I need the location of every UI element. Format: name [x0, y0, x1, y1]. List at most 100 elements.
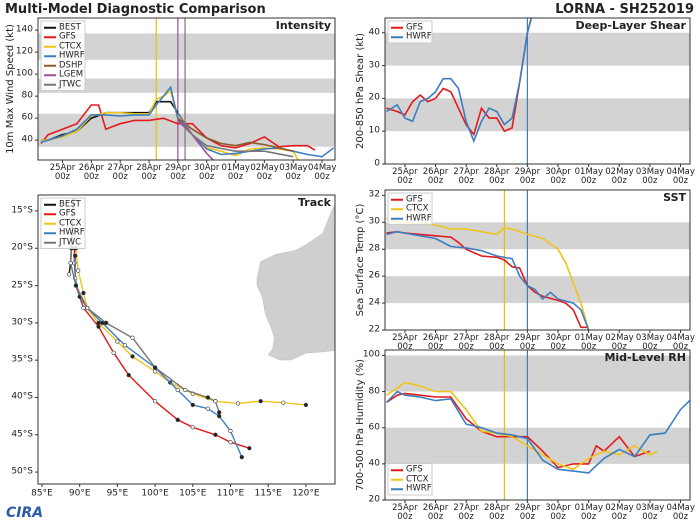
plot-area [385, 350, 690, 500]
legend-label: CTCX [59, 218, 82, 229]
band [38, 33, 335, 60]
y-tick-label: 100 [362, 349, 380, 360]
track-point [96, 324, 101, 329]
track-point [205, 395, 210, 400]
y-tick-label: 24 [368, 297, 380, 308]
track-point [115, 339, 120, 344]
legend-label: BEST [59, 22, 81, 33]
y-tick-label: 60 [21, 112, 33, 123]
x-tick-label: 01May 00z [574, 503, 604, 522]
band [385, 276, 690, 304]
series-line [40, 89, 299, 160]
track-point [213, 399, 218, 404]
land [256, 203, 336, 361]
x-tick-label: 02May 00z [605, 333, 634, 352]
x-tick-label: 04May 00z [666, 167, 695, 186]
y-tick-label: 40 [368, 458, 380, 469]
y-tick-label: 45°S [11, 429, 33, 440]
series-line [385, 390, 690, 474]
track-point [81, 290, 86, 296]
y-axis-label: 10m Max Wind Speed (kt) [4, 24, 16, 154]
y-tick-label: 80 [368, 385, 380, 396]
x-tick-label: 29Apr 00z [165, 163, 191, 182]
band [385, 355, 690, 392]
x-tick-label: 27Apr 00z [453, 503, 479, 522]
y-tick-label: 140 [15, 24, 33, 35]
series-line [386, 230, 589, 329]
panel-title: Deep-Layer Shear [575, 19, 686, 33]
x-tick-label: 03May 00z [635, 167, 665, 186]
legend-label: GFS [59, 208, 76, 219]
frame [37, 194, 336, 485]
track-point [81, 305, 86, 311]
x-tick-label: 02May 00z [605, 503, 634, 522]
track-point [122, 343, 128, 348]
x-tick-label: 25Apr 00z [392, 333, 418, 352]
track-point [111, 350, 116, 355]
legend-label: HWRF [406, 483, 432, 494]
track-point [96, 320, 101, 325]
x-tick-label: 27Apr 00z [453, 167, 479, 186]
series-line [177, 117, 294, 152]
track-point [205, 406, 210, 411]
legend-label: GFS [59, 31, 76, 42]
legend-label: HWRF [406, 213, 432, 224]
y-tick-label: 20°S [11, 242, 33, 253]
x-tick-label: 95°E [106, 488, 129, 499]
x-tick-label: 04May 00z [308, 163, 337, 182]
track-point [190, 402, 195, 408]
y-tick-label: 20 [368, 92, 380, 103]
track-point [183, 387, 188, 393]
track-line [73, 248, 250, 449]
y-tick-label: 25°S [11, 279, 33, 290]
y-axis-label: Sea Surface Temp (°C) [354, 203, 366, 317]
x-tick-label: 26Apr 00z [422, 333, 449, 352]
legend-label: CTCX [406, 474, 429, 485]
track-point [73, 283, 79, 288]
track-point [281, 400, 286, 405]
band [385, 98, 690, 132]
frame [37, 17, 336, 161]
y-tick-label: 40 [21, 134, 33, 145]
x-tick-label: 29Apr 00z [514, 503, 541, 522]
x-tick-label: 28Apr 00z [136, 163, 162, 182]
x-tick-label: 02May 00z [250, 163, 279, 182]
x-tick-label: 27Apr 00z [107, 163, 133, 182]
track-point [235, 401, 241, 406]
x-tick-label: 90°E [68, 488, 91, 499]
legend-label: DSHP [59, 60, 83, 71]
x-tick-label: 120°E [292, 488, 320, 499]
x-tick-label: 03May 00z [279, 163, 308, 182]
x-tick-label: 02May 00z [605, 167, 634, 186]
y-tick-label: 40°S [11, 391, 33, 402]
x-tick-label: 30Apr 00z [545, 167, 571, 186]
legend-label: GFS [406, 464, 423, 475]
track-point [152, 365, 158, 370]
track-point [68, 261, 73, 266]
band [38, 113, 335, 147]
y-tick-label: 60 [368, 421, 380, 432]
legend-label: JTWC [59, 79, 82, 90]
x-tick-label: 25Apr 00z [392, 503, 418, 522]
track-line [74, 255, 243, 458]
panel-title: Track [298, 196, 331, 210]
legend-label: CTCX [59, 41, 82, 52]
x-tick-label: 04May 00z [666, 333, 695, 352]
y-tick-label: 35°S [11, 354, 33, 365]
x-tick-label: 03May 00z [635, 503, 665, 522]
x-tick-label: 26Apr 00z [422, 503, 449, 522]
y-tick-label: 100 [15, 68, 33, 79]
series-line [386, 381, 658, 471]
y-tick-label: 30 [368, 59, 380, 70]
x-tick-label: 01May 00z [574, 333, 604, 352]
track-point [103, 320, 109, 325]
frame [384, 349, 691, 501]
x-tick-label: 28Apr 00z [484, 503, 510, 522]
x-tick-label: 26Apr 00z [422, 167, 449, 186]
page-title: Multi-Model Diagnostic Comparison [5, 2, 266, 17]
y-tick-label: 26 [368, 270, 380, 281]
x-tick-label: 01May 00z [574, 167, 604, 186]
x-tick-label: 100°E [141, 488, 169, 499]
